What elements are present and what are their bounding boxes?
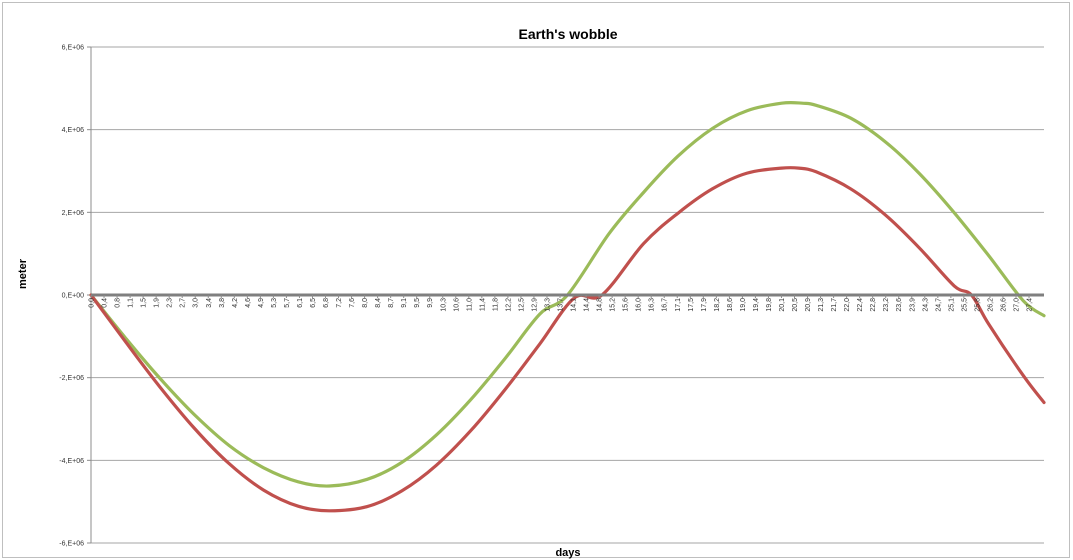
x-tick-label: 1,5: [141, 298, 148, 308]
x-tick-label: 2,7: [180, 298, 187, 308]
x-tick-label: 14,1: [571, 298, 578, 312]
x-tick-label: 21,7: [831, 298, 838, 312]
x-tick-label: 11,8: [492, 298, 499, 311]
x-tick-label: 6,8: [323, 298, 330, 308]
x-tick-label: 18,2: [714, 298, 721, 312]
x-tick-label: 25,5: [961, 298, 968, 312]
x-tick-label: 12,5: [518, 298, 525, 312]
x-tick-label: 19,8: [766, 298, 773, 312]
x-tick-label: 17,9: [701, 298, 708, 312]
x-tick-label: 21,3: [818, 298, 825, 312]
x-tick-label: 27,4: [1027, 298, 1034, 312]
x-tick-label: 23,6: [896, 298, 903, 312]
x-tick-label: 10,3: [440, 298, 447, 312]
y-tick-label: 0,E+00: [62, 293, 84, 300]
x-tick-label: 14,4: [584, 298, 591, 312]
x-tick-label: 4,2: [232, 298, 239, 308]
x-tick-label: 8,0: [362, 298, 369, 308]
x-tick-label: 12,9: [532, 298, 539, 312]
x-tick-label: 16,7: [662, 298, 669, 312]
x-tick-label: 15,2: [610, 298, 617, 312]
series-line-2: [89, 165, 1046, 513]
x-tick-label: 18,6: [727, 298, 734, 312]
x-tick-label: 10,6: [453, 298, 460, 312]
x-tick-label: 9,1: [401, 298, 408, 308]
x-tick-label: 16,3: [649, 298, 656, 312]
x-tick-label: 5,7: [284, 298, 291, 308]
x-tick-label: 20,5: [792, 298, 799, 312]
x-tick-label: 22,8: [870, 298, 877, 312]
chart-title: Earth's wobble: [518, 26, 617, 42]
x-tick-label: 4,6: [245, 298, 252, 308]
x-tick-label: 26,2: [987, 298, 994, 312]
x-tick-label: 1,9: [154, 298, 161, 308]
series-line-1: [89, 100, 1046, 488]
y-tick-label: 4,E+06: [62, 127, 84, 134]
x-tick-label: 15,6: [623, 298, 630, 312]
x-tick-label: 23,2: [883, 298, 890, 312]
x-tick-label: 13,7: [558, 298, 565, 312]
x-tick-label: 25,8: [974, 298, 981, 312]
x-tick-label: 12,2: [505, 298, 512, 312]
y-tick-label: -4,E+06: [59, 458, 84, 465]
x-tick-label: 25,1: [948, 298, 955, 312]
x-tick-label: 26,6: [1001, 298, 1008, 312]
x-tick-label: 11,4: [479, 298, 486, 311]
x-axis-label: days: [555, 547, 580, 559]
x-tick-label: 19,0: [740, 298, 747, 312]
x-tick-label: 23,9: [909, 298, 916, 312]
x-tick-label: 8,7: [388, 298, 395, 308]
y-tick-label: -2,E+06: [59, 375, 84, 382]
x-tick-label: 7,6: [349, 298, 356, 308]
x-tick-label: 1,1: [128, 298, 135, 308]
x-tick-label: 14,8: [597, 298, 604, 312]
x-tick-label: 4,9: [258, 298, 265, 308]
x-tick-label: 0,4: [102, 298, 109, 308]
x-axis-ticks: 0,0 0,4 0,8 1,1 1,5 1,9 2,3 2,7 3,0 3,4 3,8 4,2 4,6 4…: [89, 295, 1034, 312]
x-tick-label: 16,0: [636, 298, 643, 312]
y-tick-label: -6,E+06: [59, 541, 84, 548]
x-tick-label: 27,0: [1014, 298, 1021, 312]
x-tick-label: 22,0: [844, 298, 851, 312]
x-tick-label: 19,4: [753, 298, 760, 312]
x-tick-label: 24,7: [935, 298, 942, 312]
x-tick-label: 0,0: [89, 298, 96, 308]
x-tick-label: 6,5: [310, 298, 317, 308]
y-axis-ticks: 6,E+06 4,E+06 2,E+06 0,E+00 -2,E+06 -4,E+06 -6…: [59, 45, 91, 548]
x-tick-label: 22,4: [857, 298, 864, 312]
y-tick-label: 2,E+06: [62, 210, 84, 217]
x-tick-label: 17,1: [675, 298, 682, 312]
x-tick-label: 7,2: [336, 298, 343, 308]
x-tick-label: 5,3: [271, 298, 278, 308]
x-tick-label: 24,3: [922, 298, 929, 312]
x-tick-label: 0,8: [115, 298, 122, 308]
x-tick-label: 3,4: [206, 298, 213, 308]
x-tick-label: 20,1: [779, 298, 786, 312]
x-tick-label: 3,0: [193, 298, 200, 308]
x-tick-label: 6,1: [297, 298, 304, 308]
x-tick-label: 8,4: [375, 298, 382, 308]
x-tick-label: 17,5: [688, 298, 695, 312]
x-tick-label: 3,8: [219, 298, 226, 308]
x-tick-label: 9,5: [414, 298, 421, 308]
x-tick-label: 11,0: [466, 298, 473, 311]
x-tick-label: 2,3: [167, 298, 174, 308]
x-tick-label: 13,3: [545, 298, 552, 312]
y-axis-label: meter: [17, 258, 29, 289]
x-tick-label: 20,9: [805, 298, 812, 312]
y-tick-label: 6,E+06: [62, 45, 84, 52]
x-tick-label: 9,9: [427, 298, 434, 308]
